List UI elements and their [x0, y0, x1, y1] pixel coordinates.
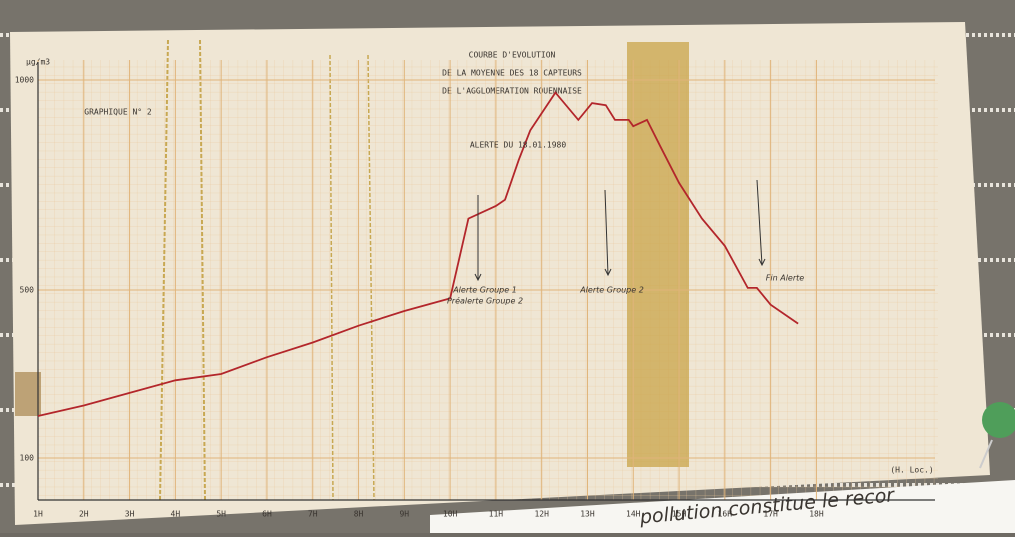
chart-subtitle: DE LA MOYENNE DES 18 CAPTEURS	[442, 69, 582, 78]
x-tick-label: 2H	[79, 510, 89, 519]
x-tick-label: 3H	[125, 510, 135, 519]
annotation: Alerte Groupe 2	[579, 286, 644, 295]
tape-stain	[15, 372, 41, 416]
graph-label: GRAPHIQUE N° 2	[84, 108, 152, 117]
x-tick-label: 1H	[33, 510, 43, 519]
x-tick-label: 7H	[308, 510, 318, 519]
x-tick-label: 13H	[580, 510, 595, 519]
chart-subtitle: DE L'AGGLOMERATION ROUENNAISE	[442, 87, 582, 96]
x-tick-label: 15H	[672, 510, 687, 519]
y-tick-label: 1000	[15, 76, 34, 85]
annotation: ALERTE DU 18.01.1980	[470, 141, 567, 150]
annotation: Fin Alerte	[766, 274, 804, 283]
tape-stain	[627, 42, 689, 467]
x-tick-label: 18H	[809, 510, 824, 519]
x-tick-label: 14H	[626, 510, 641, 519]
x-tick-label: 11H	[489, 510, 504, 519]
x-tick-label: 9H	[399, 510, 409, 519]
x-axis-label: (H. Loc.)	[890, 466, 933, 475]
x-tick-label: 17H	[763, 510, 778, 519]
chart-title: COURBE D'EVOLUTION	[469, 51, 556, 60]
y-tick-label: 100	[20, 454, 35, 463]
y-tick-label: 500	[20, 286, 35, 295]
x-tick-label: 10H	[443, 510, 458, 519]
x-tick-label: 5H	[216, 510, 226, 519]
x-tick-label: 6H	[262, 510, 272, 519]
x-tick-label: 4H	[171, 510, 181, 519]
x-tick-label: 16H	[718, 510, 733, 519]
x-tick-label: 8H	[354, 510, 364, 519]
x-tick-label: 12H	[534, 510, 549, 519]
annotation: Alerte Groupe 1	[452, 286, 517, 295]
annotation: Préalerte Groupe 2	[447, 296, 523, 306]
chart: pollution constitue le recor COURBE D'EV…	[0, 0, 1015, 533]
